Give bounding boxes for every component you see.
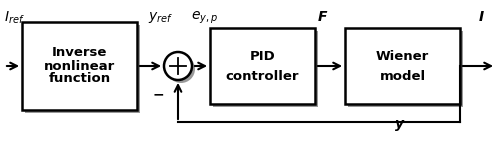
Bar [345,28,460,104]
Text: $\boldsymbol{I_{ref}}$: $\boldsymbol{I_{ref}}$ [4,10,24,26]
Bar [210,28,315,104]
Circle shape [167,55,195,83]
Text: Inverse: Inverse [52,47,107,59]
Text: function: function [48,72,110,86]
Text: $\boldsymbol{F}$: $\boldsymbol{F}$ [317,10,328,24]
Text: controller: controller [226,69,299,83]
Text: $\boldsymbol{-}$: $\boldsymbol{-}$ [152,86,164,100]
Text: $\boldsymbol{y}$: $\boldsymbol{y}$ [394,118,406,133]
Text: $\boldsymbol{y_{ref}}$: $\boldsymbol{y_{ref}}$ [148,10,173,25]
Text: PID: PID [250,49,276,62]
Bar [22,22,137,110]
Text: model: model [380,69,426,83]
Text: nonlinear: nonlinear [44,59,115,72]
Text: $\boldsymbol{e_{y,p}}$: $\boldsymbol{e_{y,p}}$ [191,10,218,26]
Bar [25,25,140,113]
Text: $\boldsymbol{I}$: $\boldsymbol{I}$ [478,10,485,24]
Circle shape [164,52,192,80]
Text: Wiener: Wiener [376,49,429,62]
Bar [348,31,463,107]
Bar [213,31,318,107]
